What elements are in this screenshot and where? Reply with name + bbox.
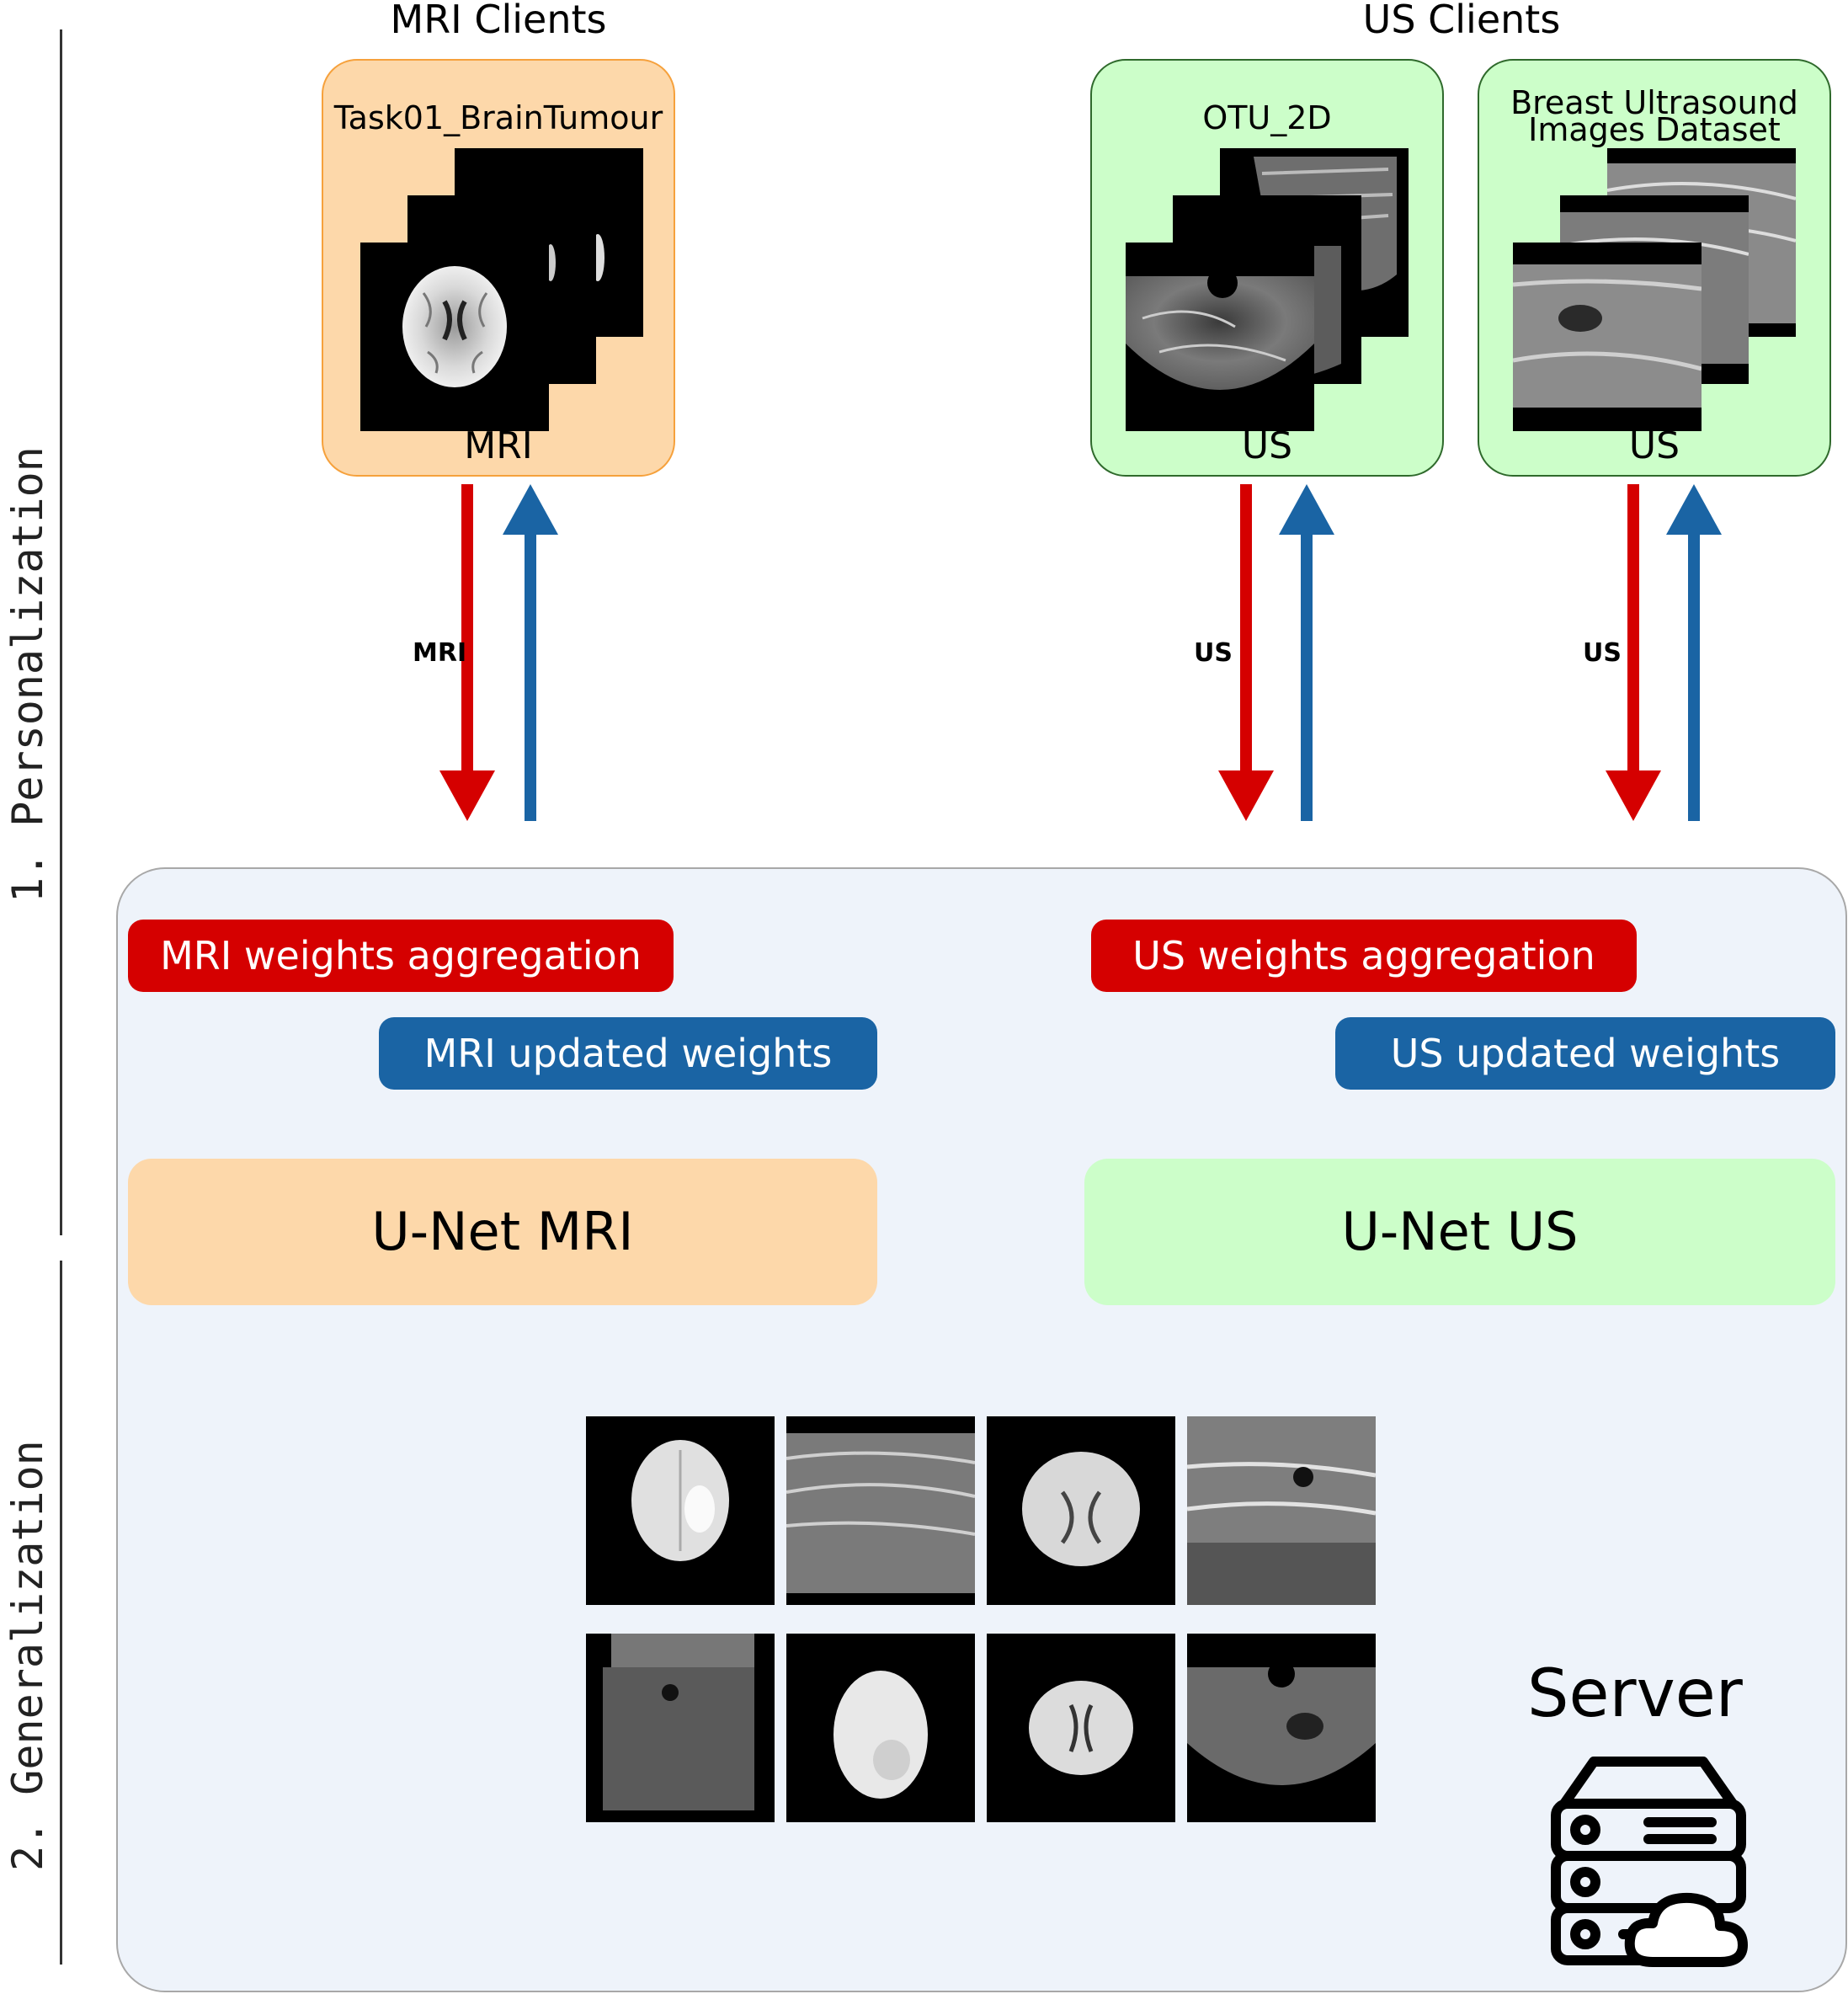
mri-modality-label: MRI xyxy=(464,424,533,467)
server-image-us-1 xyxy=(786,1416,975,1605)
us-client-1-download-arrow xyxy=(1279,484,1334,821)
stage-label-generalization: 2. Generalization xyxy=(3,1440,52,1871)
unet-mri-model: U-Net MRI xyxy=(128,1159,877,1305)
server-image-mri-1 xyxy=(586,1416,775,1605)
us-client-2-arrow-label: US xyxy=(1583,638,1622,668)
mri-weights-aggregation-badge: MRI weights aggregation xyxy=(128,920,674,992)
unet-us-model: U-Net US xyxy=(1084,1159,1835,1305)
mri-clients-title: MRI Clients xyxy=(390,0,607,42)
mri-download-arrow xyxy=(503,484,558,821)
us-client-1-slice-front xyxy=(1126,243,1314,431)
server-image-us-2 xyxy=(1187,1416,1376,1605)
server-image-mri-4 xyxy=(987,1634,1175,1822)
us-client-2-upload-arrow xyxy=(1606,484,1661,821)
us-client-2-card: Breast Ultrasound Images Dataset US xyxy=(1478,59,1831,477)
us-client-1-dataset-name: OTU_2D xyxy=(1202,99,1332,136)
us-client-1-card: OTU_2D US xyxy=(1090,59,1444,477)
us-client-1-modality-label: US xyxy=(1241,424,1293,467)
mri-dataset-name: Task01_BrainTumour xyxy=(333,99,663,136)
server-image-mri-3 xyxy=(786,1634,975,1822)
stage-divider-personalization xyxy=(60,29,62,1235)
us-updated-weights-badge: US updated weights xyxy=(1335,1017,1835,1090)
server-image-us-4 xyxy=(1187,1634,1376,1822)
server-panel: MRI weights aggregation MRI updated weig… xyxy=(116,867,1847,1992)
mri-upload-arrow xyxy=(439,484,495,821)
mri-slice-front xyxy=(360,243,549,431)
us-client-2-slice-front xyxy=(1513,243,1702,431)
server-cloud-icon xyxy=(1551,1757,1748,1967)
us-client-2-download-arrow xyxy=(1666,484,1722,821)
us-weights-aggregation-badge: US weights aggregation xyxy=(1091,920,1637,992)
us-client-1-arrow-label: US xyxy=(1194,638,1233,668)
us-client-2-modality-label: US xyxy=(1628,424,1680,467)
server-label: Server xyxy=(1527,1656,1743,1732)
us-client-2-dataset-name-line1: Breast Ultrasound xyxy=(1510,84,1798,121)
server-image-mri-2 xyxy=(987,1416,1175,1605)
client-server-arrows xyxy=(439,484,1722,821)
mri-arrow-label: MRI xyxy=(413,638,467,668)
us-client-2-dataset-name-line2: Images Dataset xyxy=(1528,111,1781,148)
stage-divider-generalization xyxy=(60,1261,62,1965)
server-image-us-3 xyxy=(586,1634,775,1822)
mri-updated-weights-badge: MRI updated weights xyxy=(379,1017,877,1090)
mri-client-card: Task01_BrainTumour MRI xyxy=(322,59,675,477)
us-client-1-upload-arrow xyxy=(1218,484,1274,821)
us-clients-title: US Clients xyxy=(1362,0,1561,42)
